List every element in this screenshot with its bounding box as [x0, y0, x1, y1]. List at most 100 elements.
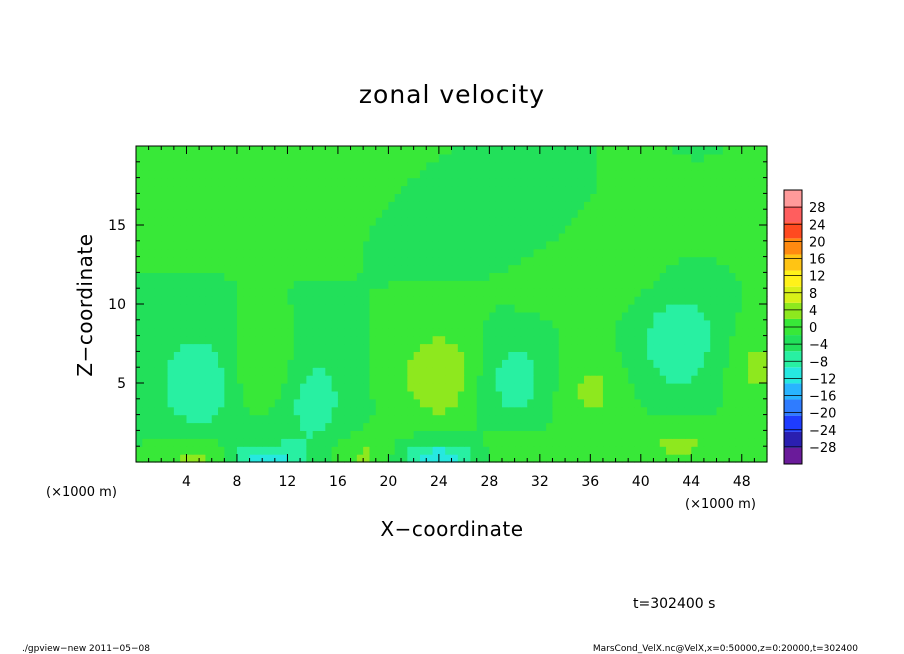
heatmap-cell [438, 177, 446, 187]
heatmap-cell [218, 146, 225, 155]
heatmap-cell [470, 193, 478, 202]
heatmap-cell [293, 446, 301, 455]
heatmap-cell [584, 185, 591, 194]
heatmap-cell [445, 161, 453, 171]
heatmap-cell [312, 406, 320, 416]
heatmap-cell [318, 201, 326, 210]
heatmap-cell [476, 422, 484, 431]
heatmap-cell [495, 375, 503, 384]
heatmap-cell [584, 193, 591, 202]
heatmap-cell [672, 438, 680, 447]
heatmap-cell [438, 146, 446, 155]
heatmap-cell [754, 185, 762, 194]
heatmap-cell [255, 296, 263, 305]
heatmap-cell [426, 327, 434, 337]
heatmap-cell [199, 248, 207, 258]
heatmap-cell [363, 225, 371, 234]
heatmap-cell [741, 193, 749, 202]
heatmap-cell [325, 398, 333, 408]
heatmap-cell [350, 430, 358, 439]
heatmap-cell [293, 209, 301, 218]
heatmap-cell [318, 177, 326, 187]
heatmap-cell [464, 264, 472, 273]
heatmap-cell [546, 201, 554, 210]
heatmap-cell [527, 311, 535, 321]
heatmap-cell [577, 327, 585, 337]
heatmap-cell [300, 327, 307, 337]
heatmap-cell [464, 193, 472, 202]
heatmap-cell [666, 225, 673, 234]
heatmap-cell [722, 193, 730, 202]
heatmap-cell [432, 209, 440, 218]
heatmap-cell [565, 343, 572, 352]
heatmap-cell [451, 430, 459, 439]
heatmap-cell [438, 454, 446, 463]
heatmap-cell [136, 438, 143, 447]
heatmap-cell [609, 454, 617, 463]
heatmap-cell [691, 375, 699, 384]
heatmap-cell [659, 225, 667, 234]
heatmap-cell [697, 327, 705, 337]
heatmap-cell [136, 375, 143, 384]
heatmap-cell [577, 248, 585, 258]
heatmap-cell [558, 335, 566, 345]
heatmap-cell [653, 430, 661, 439]
heatmap-cell [754, 335, 762, 345]
heatmap-cell [735, 240, 743, 250]
heatmap-cell [672, 446, 680, 455]
heatmap-cell [337, 335, 345, 345]
heatmap-cell [356, 153, 364, 163]
heatmap-cell [337, 288, 345, 297]
heatmap-cell [186, 304, 194, 313]
heatmap-cell [262, 288, 270, 297]
heatmap-cell [697, 153, 705, 163]
heatmap-cell [672, 217, 680, 226]
heatmap-cell [255, 390, 263, 400]
heatmap-cell [192, 375, 200, 384]
heatmap-cell [470, 390, 478, 400]
heatmap-cell [445, 359, 453, 368]
colorbar-tick-label: 12 [809, 270, 826, 285]
heatmap-cell [375, 209, 383, 218]
heatmap-cell [344, 161, 352, 171]
heatmap-cell [230, 232, 238, 242]
heatmap-cell [640, 201, 648, 210]
heatmap-cell [148, 422, 156, 431]
heatmap-cell [236, 304, 244, 313]
heatmap-cell [300, 398, 307, 408]
heatmap-cell [653, 311, 661, 321]
heatmap-cell [350, 327, 358, 337]
heatmap-cell [457, 304, 465, 313]
heatmap-cell [205, 296, 213, 305]
heatmap-cell [508, 272, 516, 281]
heatmap-cell [653, 422, 661, 431]
heatmap-cell [142, 248, 150, 258]
heatmap-cell [224, 335, 232, 345]
heatmap-cell [634, 146, 642, 155]
heatmap-cell [640, 359, 648, 368]
heatmap-cell [754, 240, 762, 250]
heatmap-cell [483, 225, 490, 234]
heatmap-cell [186, 161, 194, 171]
heatmap-cell [716, 446, 724, 455]
heatmap-cell [432, 256, 440, 266]
heatmap-cell [268, 454, 276, 463]
heatmap-cell [684, 454, 692, 463]
heatmap-cell [432, 288, 440, 297]
heatmap-cell [590, 438, 598, 447]
heatmap-cell [684, 375, 692, 384]
heatmap-cell [495, 296, 503, 305]
heatmap-cell [584, 153, 591, 163]
heatmap-cell [678, 343, 686, 352]
heatmap-cell [192, 383, 200, 392]
heatmap-cell [640, 225, 648, 234]
heatmap-cell [546, 193, 554, 202]
heatmap-cell [426, 351, 434, 360]
heatmap-cell [369, 359, 377, 368]
heatmap-cell [325, 256, 333, 266]
heatmap-cell [205, 193, 213, 202]
heatmap-cell [432, 153, 440, 163]
heatmap-cell [489, 327, 497, 337]
heatmap-cell [489, 201, 497, 210]
heatmap-cell [268, 209, 276, 218]
